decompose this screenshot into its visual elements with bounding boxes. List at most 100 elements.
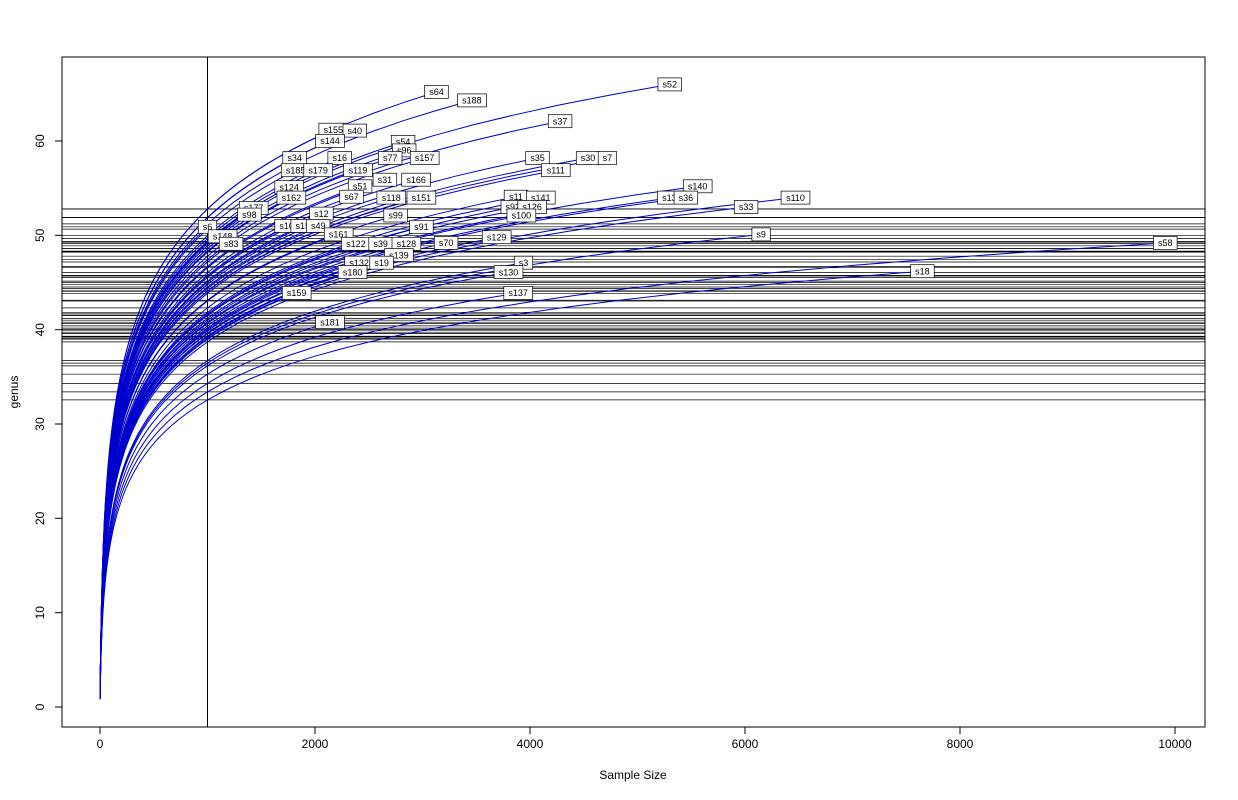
sample-label-text: s181 <box>320 317 340 327</box>
sample-label-text: s11 <box>509 192 523 202</box>
sample-label-text: s51 <box>353 182 368 192</box>
sample-label: s35 <box>525 151 550 165</box>
sample-label-text: s3 <box>519 258 529 268</box>
x-axis-title: Sample Size <box>599 768 667 782</box>
sample-label-text: s137 <box>508 288 528 298</box>
sample-label-text: s30 <box>581 153 596 163</box>
y-tick-label: 20 <box>33 511 47 525</box>
sample-label-text: s122 <box>346 239 366 249</box>
sample-label-text: s132 <box>349 258 369 268</box>
sample-label-text: s37 <box>553 116 568 126</box>
rarefaction-curve <box>99 179 386 697</box>
sample-label-box <box>406 190 437 205</box>
sample-label-text: s67 <box>344 192 359 202</box>
sample-label-box <box>383 208 408 223</box>
sample-label-text: s18 <box>915 266 930 276</box>
sample-label-text: s7 <box>603 153 613 163</box>
x-tick-label: 8000 <box>947 737 974 751</box>
sample-label-text: s136 <box>662 193 682 203</box>
sample-label-text: s100 <box>512 211 532 221</box>
sample-label-box <box>541 163 571 178</box>
sample-label: s33 <box>733 200 759 214</box>
y-tick-label: 40 <box>33 323 47 337</box>
sample-label-text: s140 <box>688 182 708 192</box>
sample-label-box <box>303 163 333 178</box>
sample-label-box <box>910 264 935 279</box>
sample-label-box <box>281 286 312 300</box>
sample-label: s67 <box>339 189 364 204</box>
sample-label-text: s40 <box>348 126 363 136</box>
sample-label-text: s110 <box>786 193 805 203</box>
sample-label: s52 <box>657 77 682 92</box>
sample-label-text: s49 <box>311 221 326 231</box>
sample-label-text: s77 <box>383 153 398 163</box>
sample-label: s99 <box>383 208 408 223</box>
sample-label: s64 <box>424 85 449 99</box>
sample-label-text: s179 <box>308 165 328 175</box>
sample-label-box <box>401 172 431 187</box>
sample-label-text: s130 <box>499 267 519 277</box>
sample-label: s157 <box>409 151 440 165</box>
sample-label-text: s92 <box>506 202 521 212</box>
rarefaction-curve <box>99 321 331 699</box>
sample-label-text: s119 <box>349 165 368 175</box>
sample-label: s180 <box>337 265 368 279</box>
sample-label-box <box>342 123 367 138</box>
sample-label: s137 <box>503 286 533 300</box>
sample-label-text: s31 <box>378 175 393 185</box>
sample-label-box <box>372 172 398 187</box>
sample-label-text: s144 <box>320 136 340 146</box>
y-tick-label: 60 <box>33 134 47 148</box>
sample-label: s110 <box>780 190 811 205</box>
sample-label: s159 <box>281 286 312 300</box>
sample-label: s30 <box>575 151 601 165</box>
sample-label-text: s64 <box>429 87 444 97</box>
y-tick-label: 0 <box>33 703 47 710</box>
sample-label-text: s118 <box>382 193 401 203</box>
sample-label: s58 <box>1153 236 1178 250</box>
sample-label-text: s98 <box>242 210 257 220</box>
sample-label-text: s128 <box>397 239 417 249</box>
sample-label: s40 <box>342 123 367 138</box>
sample-label-box <box>597 151 617 165</box>
rarefaction-curve <box>99 157 538 697</box>
sample-label-text: s141 <box>531 193 551 203</box>
sample-label: s91 <box>409 219 434 234</box>
sample-label-text: s148 <box>213 232 233 242</box>
sample-label: s12 <box>309 206 334 221</box>
sample-label-box <box>315 134 345 148</box>
sample-label-text: s155 <box>324 125 344 135</box>
axes-layer: 0 2000 4000 6000 8000 10000 0 10 20 30 40 50 60 <box>33 56 1206 751</box>
sample-label: s188 <box>457 93 487 108</box>
sample-label-text: s99 <box>388 211 403 221</box>
sample-label: s151 <box>406 190 437 205</box>
sample-label: s130 <box>493 265 524 279</box>
x-tick-label: 4000 <box>517 737 544 751</box>
sample-label: s122 <box>341 236 371 251</box>
sample-label-text: s9 <box>756 230 766 240</box>
x-tick-label: 6000 <box>732 737 759 751</box>
sample-label-box <box>1153 236 1178 250</box>
sample-label-box <box>457 93 487 108</box>
sample-label-box <box>276 190 307 205</box>
sample-label-text: s70 <box>439 238 454 248</box>
sample-label-text: s83 <box>224 239 239 249</box>
sample-label-box <box>525 151 550 165</box>
rarefaction-curve <box>99 169 556 697</box>
sample-label-box <box>506 208 537 223</box>
sample-label-box <box>409 219 434 234</box>
sample-label-box <box>339 189 364 204</box>
sample-label-box <box>337 265 368 279</box>
sample-label: s162 <box>276 190 307 205</box>
sample-label: s77 <box>378 151 403 165</box>
y-tick-label: 30 <box>33 417 47 431</box>
rarefaction-curve <box>99 206 747 699</box>
sample-label-text: s156 <box>296 221 316 231</box>
sample-label-box <box>409 151 440 165</box>
sample-label: s34 <box>282 151 307 165</box>
x-tick-label: 0 <box>97 737 104 751</box>
sample-label-box <box>751 227 771 242</box>
sample-label-box <box>733 200 759 214</box>
sample-label-box <box>369 255 394 270</box>
